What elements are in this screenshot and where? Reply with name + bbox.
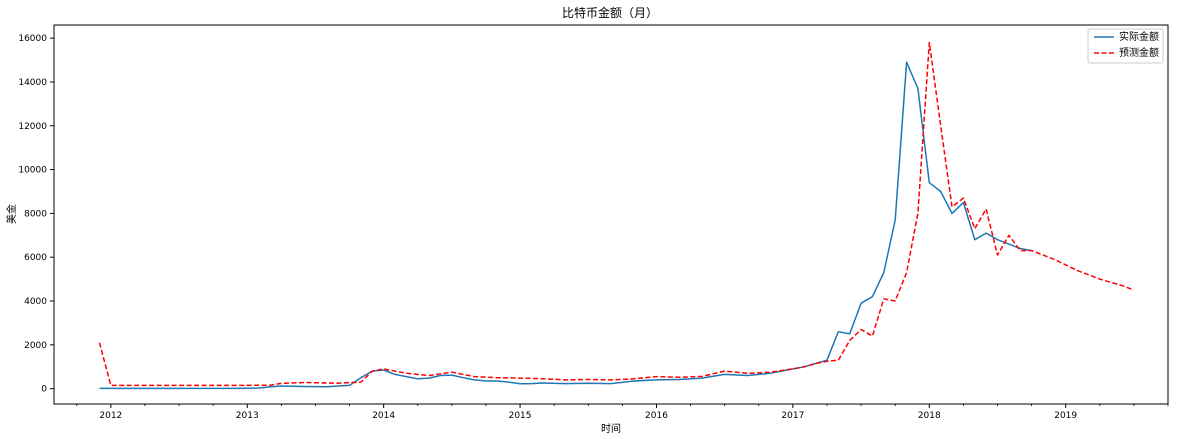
y-tick-label: 14000: [18, 78, 47, 88]
y-tick-label: 16000: [18, 34, 47, 44]
series-line-actual: [99, 61, 1032, 390]
y-tick-label: 12000: [18, 122, 47, 132]
x-tick-label: 2017: [781, 411, 804, 421]
legend-label-actual: 实际金额: [1119, 30, 1159, 43]
y-tick-label: 2000: [24, 341, 47, 351]
y-tick-label: 0: [41, 385, 47, 395]
y-tick-label: 4000: [24, 297, 47, 307]
series-layer: [98, 41, 1135, 390]
y-tick-label: 10000: [18, 166, 47, 176]
series-line-predicted: [98, 41, 1135, 387]
legend: 实际金额 预测金额: [1087, 28, 1164, 64]
x-axis-label: 时间: [601, 422, 621, 435]
y-axis: 0 2000 4000 6000 8000 10000 12000 14000 16000: [18, 34, 54, 395]
legend-label-predicted: 预测金额: [1119, 46, 1159, 59]
y-tick-label: 8000: [24, 209, 47, 219]
x-tick-label: 2018: [918, 411, 941, 421]
x-tick-label: 2013: [236, 411, 259, 421]
x-axis-minor-ticks: [76, 404, 1169, 406]
x-tick-label: 2012: [99, 411, 122, 421]
y-tick-label: 6000: [24, 253, 47, 263]
x-tick-label: 2019: [1054, 411, 1077, 421]
chart-title: 比特币金额（月）: [562, 5, 658, 20]
x-tick-label: 2015: [509, 411, 532, 421]
x-tick-label: 2014: [372, 411, 395, 421]
x-tick-label: 2016: [645, 411, 668, 421]
x-axis: 2012 2013 2014 2015 2016 2017 2018 2019: [99, 404, 1077, 421]
plot-area: [53, 24, 1169, 405]
y-axis-label: 美金: [5, 204, 18, 224]
